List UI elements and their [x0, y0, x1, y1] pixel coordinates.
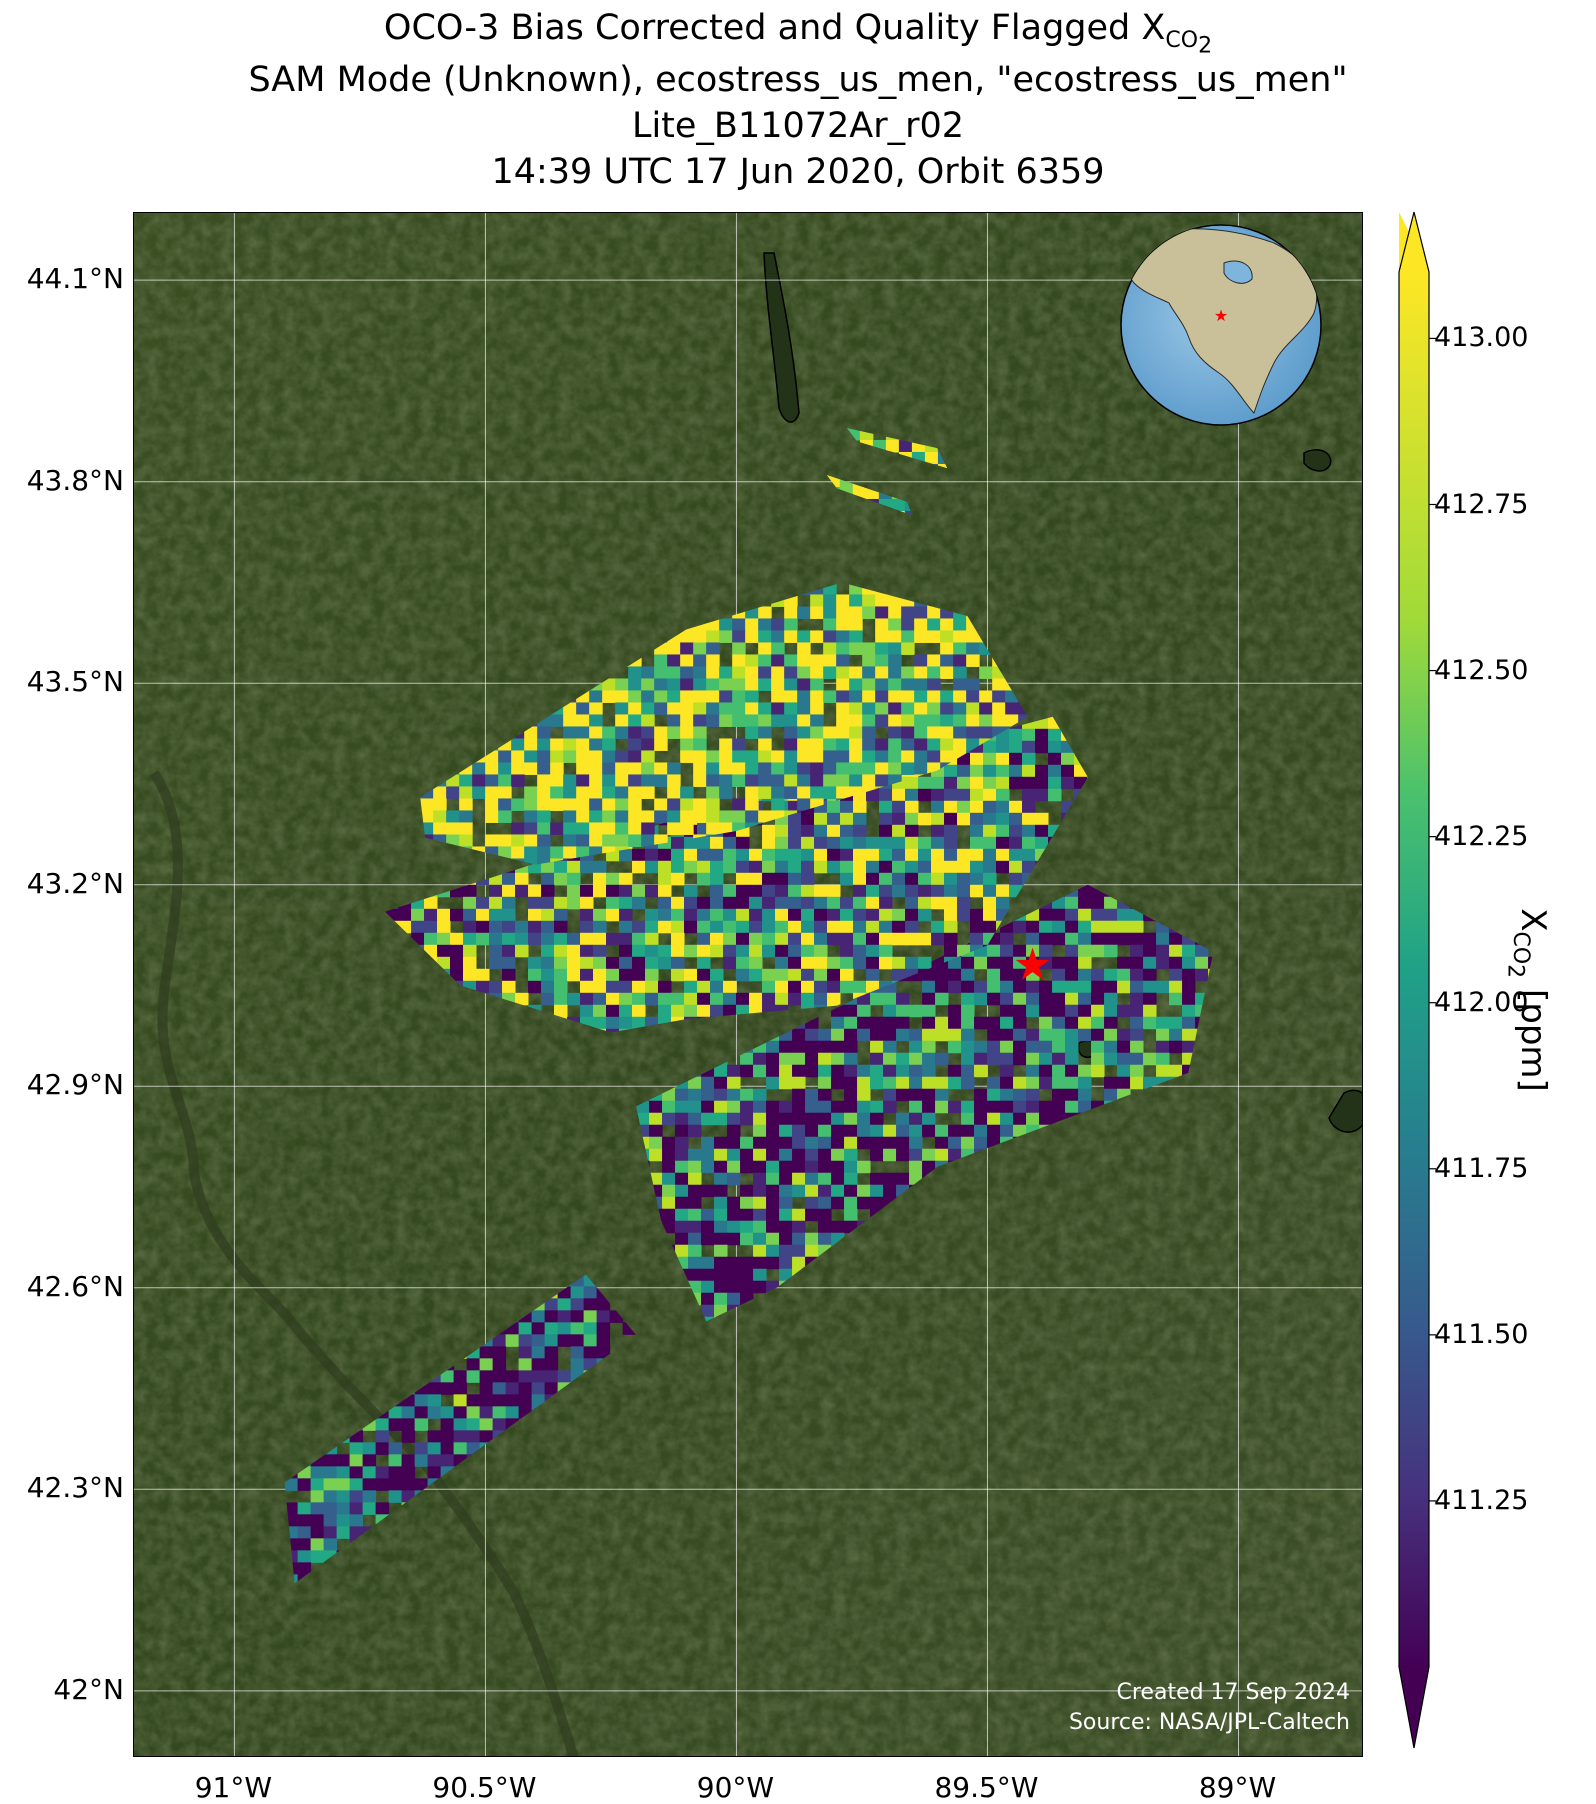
lat-tick-label: 42°N [53, 1672, 124, 1706]
lat-tick-label: 43.8°N [26, 463, 124, 497]
lake-koshkonong [1328, 1089, 1362, 1133]
lat-tick-label: 43.2°N [26, 866, 124, 900]
credit-source: Source: NASA/JPL-Caltech [1068, 1710, 1350, 1735]
title-line1-text: OCO-3 Bias Corrected and Quality Flagged… [383, 8, 1166, 48]
plot-title-line4: 14:39 UTC 17 Jun 2020, Orbit 6359 [491, 152, 1105, 192]
credit-created: Created 17 Sep 2024 [1116, 1680, 1351, 1705]
colorbar-tick-label: 412.75 [1434, 488, 1529, 520]
lat-tick-label: 42.9°N [26, 1068, 124, 1102]
cbar-title-x: X [1513, 908, 1554, 932]
lat-tick-label: 44.1°N [26, 262, 124, 296]
lat-tick-label: 42.3°N [26, 1471, 124, 1505]
lon-tick-label: 89.5°W [934, 1771, 1039, 1804]
colorbar-tick-label: 412.50 [1434, 654, 1529, 686]
colorbar-tick-label: 411.50 [1434, 1318, 1529, 1350]
colorbar-tick-label: 412.00 [1434, 986, 1529, 1018]
title-line1-sub: CO [1165, 28, 1199, 53]
lat-tick-label: 42.6°N [26, 1269, 124, 1303]
colorbar [1398, 211, 1436, 1749]
plot-title-line3: Lite_B11072Ar_r02 [631, 106, 965, 146]
colorbar-tick-label: 411.75 [1434, 1152, 1529, 1184]
title-line1-subsub: 2 [1198, 33, 1213, 59]
cbar-title-subsub: 2 [1502, 964, 1528, 979]
map-panel: ★ ★ [133, 212, 1363, 1757]
plot-title-line1: OCO-3 Bias Corrected and Quality Flagged… [0, 8, 1596, 66]
inset-globe: ★ [1120, 224, 1322, 426]
lon-tick-label: 90°W [696, 1771, 775, 1804]
cbar-title-units: [ppm] [1513, 978, 1554, 1092]
lat-tick-label: 43.5°N [26, 665, 124, 699]
globe-north-america [1123, 228, 1318, 414]
cbar-title-sub: CO [1508, 931, 1534, 965]
colorbar-tick-label: 413.00 [1434, 322, 1529, 354]
target-star-icon: ★ [1013, 939, 1052, 990]
globe-target-star-icon: ★ [1214, 306, 1228, 325]
map-canvas: ★ ★ [134, 213, 1362, 1756]
lon-tick-label: 91°W [194, 1771, 273, 1804]
plot-title-line2: SAM Mode (Unknown), ecostress_us_men, "e… [248, 60, 1348, 100]
colorbar-tick-label: 412.25 [1434, 820, 1529, 852]
lon-tick-label: 90.5°W [432, 1771, 537, 1804]
colorbar-title: XCO2 [ppm] [1503, 908, 1553, 1092]
river-mississippi [149, 770, 579, 1756]
lon-tick-label: 89°W [1198, 1771, 1277, 1804]
colorbar-gradient [1399, 272, 1429, 1667]
colorbar-extend-min [1399, 1667, 1429, 1748]
lake-north [763, 252, 800, 423]
globe-hudson-bay [1223, 260, 1253, 284]
lake-wisconsin [1303, 449, 1332, 472]
target-marker: ★ [1013, 939, 1052, 990]
colorbar-tick-label: 411.25 [1434, 1484, 1529, 1516]
